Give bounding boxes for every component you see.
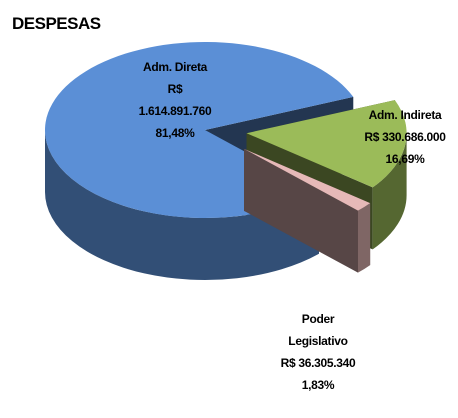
chart-title: DESPESAS [12,14,101,33]
slice [246,100,407,188]
slice-label: Adm. Indireta R$ 330.686.000 16,69% [352,104,458,170]
amount-label: R$ 36.305.340 [280,356,356,370]
category-label: Adm. Indireta [368,108,442,122]
slice-side [372,133,407,250]
slice-wall [244,148,358,273]
category-label: Adm. Direta [142,60,208,74]
slice-side [357,203,371,273]
slice-label: Poder Legislativo R$ 36.305.340 1,83% [265,308,371,396]
slice-side [45,130,319,280]
slice-label: Adm. Direta R$ 1.614.891.760 81,48% [120,56,230,144]
value-label: 81,48% [155,126,195,140]
slice [244,148,371,211]
value-label: 1,83% [301,378,335,392]
amount-label: R$ 330.686.000 [364,130,446,144]
value-label: 16,69% [385,152,425,166]
category-label: Poder Legislativo [288,312,348,348]
amount-label: R$ 1.614.891.760 [138,82,212,118]
